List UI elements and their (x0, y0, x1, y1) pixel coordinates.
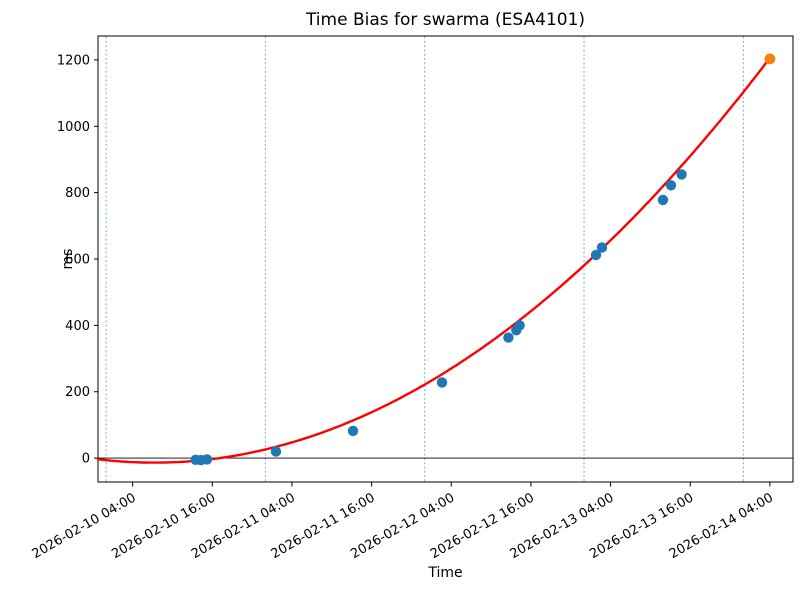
data-point (201, 454, 213, 465)
data-point (514, 320, 525, 331)
y-tick-label: 200 (65, 385, 90, 400)
data-point (590, 249, 602, 261)
data-point (665, 180, 677, 191)
data-point (270, 446, 282, 457)
y-tick-label: 600 (65, 253, 90, 268)
axes-frame (97, 35, 794, 483)
x-axis-label: Time (428, 565, 463, 581)
y-tick-label: 1000 (57, 120, 90, 135)
y-tick-label: 1200 (57, 53, 90, 68)
data-point (657, 194, 669, 206)
projected-data-point (764, 53, 776, 65)
data-point (436, 377, 448, 388)
data-point (676, 169, 687, 180)
y-tick-label: 0 (82, 452, 90, 467)
data-point (596, 242, 608, 253)
chart-title: Time Bias for swarma (ESA4101) (305, 10, 586, 30)
data-point (347, 425, 359, 437)
y-tick-label: 400 (65, 319, 90, 334)
fit-curve (96, 58, 770, 464)
y-tick-label: 800 (65, 186, 90, 201)
data-point (503, 332, 514, 343)
